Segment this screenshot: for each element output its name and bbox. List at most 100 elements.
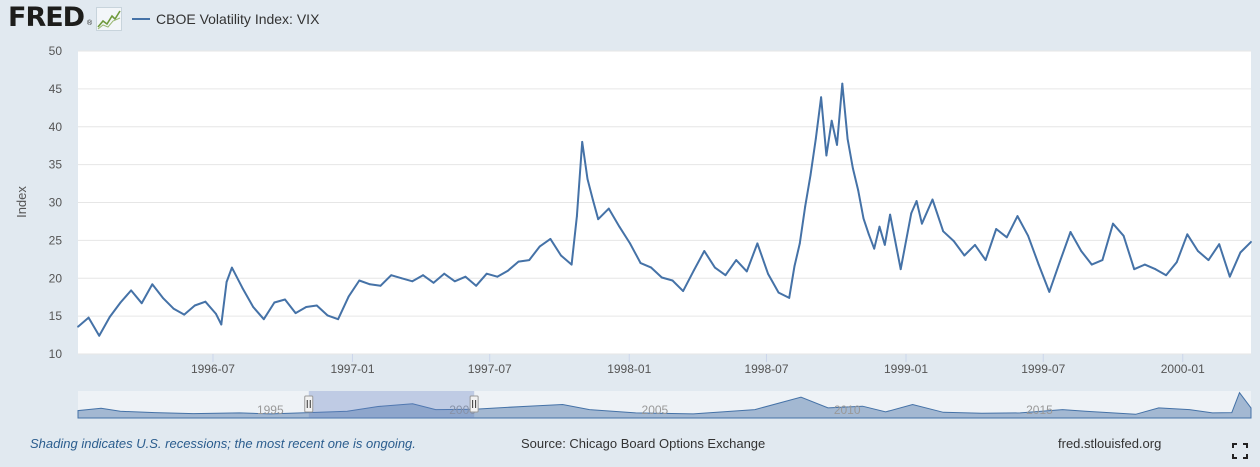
data-point-42 bbox=[507, 269, 509, 272]
data-point-48 bbox=[570, 263, 573, 266]
data-point-108 bbox=[1059, 260, 1061, 263]
x-tick-label-2: 1997-07 bbox=[468, 362, 512, 376]
data-point-111 bbox=[1090, 263, 1093, 266]
data-point-95 bbox=[921, 222, 923, 225]
data-point-7 bbox=[151, 283, 154, 286]
range-navigator[interactable]: 1995 2000 2005 2010 2015 bbox=[77, 391, 1252, 419]
data-point-87 bbox=[873, 247, 876, 250]
data-point-55 bbox=[618, 225, 621, 228]
y-tick-label-3: 25 bbox=[49, 233, 63, 247]
data-point-86 bbox=[867, 233, 870, 236]
y-tick-label-2: 20 bbox=[49, 271, 63, 285]
data-point-61 bbox=[682, 290, 684, 292]
data-point-13 bbox=[215, 313, 217, 315]
navigator-handle-left[interactable] bbox=[304, 395, 314, 413]
navigator-tick-label-1: 2000 bbox=[449, 403, 476, 417]
recession-note: Shading indicates U.S. recessions; the m… bbox=[30, 436, 416, 451]
data-point-3 bbox=[108, 316, 111, 318]
data-point-20 bbox=[273, 301, 276, 304]
data-point-91 bbox=[894, 241, 897, 243]
fred-logo[interactable]: FRED bbox=[8, 2, 85, 33]
data-point-84 bbox=[857, 189, 860, 192]
data-point-18 bbox=[252, 306, 255, 308]
data-point-43 bbox=[517, 260, 520, 263]
data-point-76 bbox=[814, 138, 817, 140]
legend-item[interactable]: CBOE Volatility Index: VIX bbox=[132, 9, 319, 29]
data-point-103 bbox=[1005, 236, 1008, 239]
data-point-11 bbox=[193, 304, 196, 307]
data-point-75 bbox=[809, 174, 812, 177]
data-point-99 bbox=[963, 254, 966, 257]
data-point-37 bbox=[453, 280, 456, 283]
data-point-32 bbox=[400, 277, 403, 280]
data-point-79 bbox=[830, 119, 833, 122]
data-point-121 bbox=[1197, 250, 1199, 252]
x-tick-label-5: 1999-01 bbox=[884, 362, 928, 376]
x-tick-label-3: 1998-01 bbox=[607, 362, 651, 376]
x-tick-label-1: 1997-01 bbox=[330, 362, 374, 376]
data-point-78 bbox=[825, 154, 828, 157]
data-point-123 bbox=[1218, 243, 1221, 246]
data-point-67 bbox=[745, 270, 748, 273]
drag-handle-icon bbox=[304, 395, 314, 413]
y-tick-label-4: 30 bbox=[49, 196, 63, 210]
data-point-68 bbox=[756, 242, 759, 245]
grid-lines bbox=[78, 50, 1251, 355]
data-point-107 bbox=[1048, 291, 1051, 293]
navigator-tick-label-3: 2010 bbox=[834, 403, 861, 417]
site-link[interactable]: fred.stlouisfed.org bbox=[1058, 436, 1162, 451]
data-point-118 bbox=[1165, 274, 1167, 277]
data-point-92 bbox=[899, 268, 902, 271]
data-point-104 bbox=[1016, 215, 1019, 218]
data-point-45 bbox=[538, 245, 541, 248]
data-point-66 bbox=[735, 259, 738, 261]
data-point-57 bbox=[639, 262, 642, 264]
data-point-101 bbox=[984, 259, 987, 261]
data-point-88 bbox=[878, 225, 881, 228]
data-point-122 bbox=[1207, 259, 1210, 261]
legend-swatch bbox=[132, 18, 150, 20]
data-point-71 bbox=[788, 297, 791, 299]
data-point-29 bbox=[369, 283, 371, 286]
data-point-17 bbox=[241, 287, 244, 289]
data-point-0 bbox=[77, 325, 79, 328]
data-point-93 bbox=[910, 212, 913, 215]
data-point-6 bbox=[140, 302, 143, 305]
data-point-105 bbox=[1027, 234, 1029, 237]
data-point-39 bbox=[475, 284, 477, 287]
data-point-21 bbox=[284, 298, 286, 301]
data-point-41 bbox=[496, 275, 499, 278]
data-point-110 bbox=[1080, 250, 1083, 252]
data-point-28 bbox=[358, 279, 361, 282]
y-axis-ticks: 10 15 20 25 30 35 40 45 50 bbox=[49, 44, 63, 361]
data-point-85 bbox=[862, 217, 865, 220]
data-point-44 bbox=[528, 259, 531, 261]
x-tick-label-6: 1999-07 bbox=[1021, 362, 1065, 376]
data-point-115 bbox=[1133, 268, 1136, 271]
data-point-25 bbox=[326, 314, 329, 317]
data-point-15 bbox=[225, 281, 228, 283]
x-tick-label-0: 1996-07 bbox=[191, 362, 235, 376]
data-point-72 bbox=[793, 265, 796, 267]
y-tick-label-0: 10 bbox=[49, 347, 63, 361]
data-point-27 bbox=[347, 295, 350, 298]
fullscreen-icon[interactable] bbox=[1232, 443, 1248, 459]
data-point-69 bbox=[767, 272, 769, 275]
navigator-selection[interactable] bbox=[308, 391, 475, 418]
data-point-109 bbox=[1069, 231, 1072, 233]
chart-header: FRED ® CBOE Volatility Index: VIX bbox=[0, 0, 1260, 44]
navigator-tick-label-0: 1995 bbox=[257, 403, 284, 417]
data-point-81 bbox=[841, 82, 844, 85]
navigator-handle-right[interactable] bbox=[469, 395, 479, 413]
navigator-tick-label-4: 2015 bbox=[1026, 403, 1053, 417]
data-point-77 bbox=[820, 96, 822, 99]
source-note: Source: Chicago Board Options Exchange bbox=[521, 436, 766, 451]
data-point-74 bbox=[804, 205, 807, 208]
data-point-65 bbox=[724, 274, 727, 277]
data-point-82 bbox=[846, 138, 849, 140]
legend-label: CBOE Volatility Index: VIX bbox=[156, 11, 320, 27]
data-point-116 bbox=[1143, 263, 1146, 266]
data-point-97 bbox=[942, 230, 945, 233]
data-point-51 bbox=[586, 178, 589, 180]
